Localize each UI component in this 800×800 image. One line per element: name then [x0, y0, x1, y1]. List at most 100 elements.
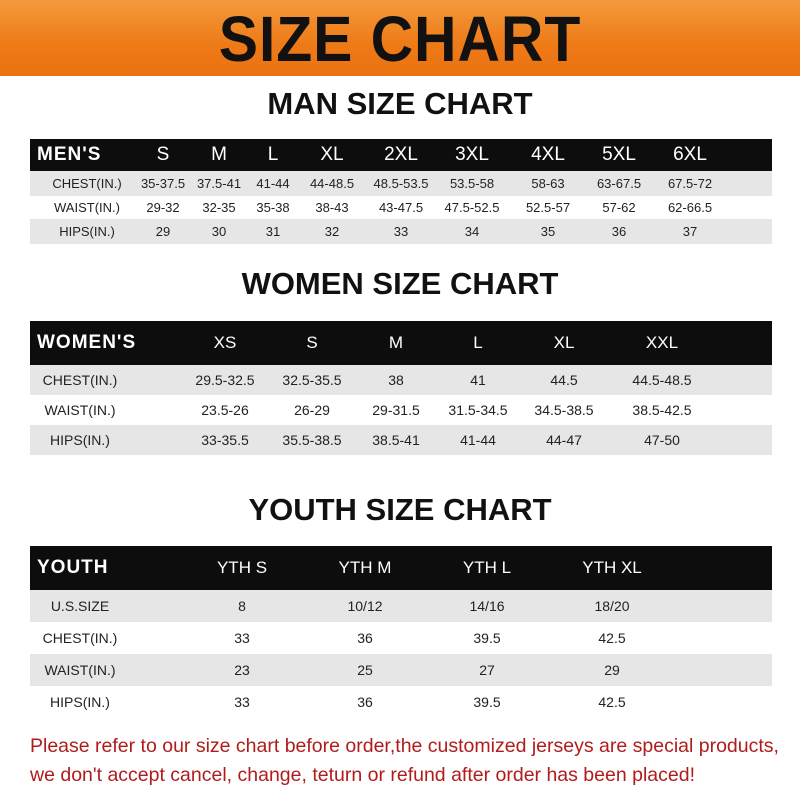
size-column-header: 4XL	[531, 144, 565, 165]
measurement-cell: 26-29	[294, 402, 330, 418]
measurement-cell: 63-67.5	[596, 176, 642, 191]
row-label: HIPS(IN.)	[50, 694, 110, 710]
measurement-cell: 48.5-53.5	[373, 176, 429, 191]
measurement-cell: 38.5-41	[372, 432, 420, 448]
size-column-header: L	[473, 333, 483, 352]
row-label: HIPS(IN.)	[59, 224, 115, 239]
size-column-header: M	[388, 333, 404, 352]
table-header-label: MEN'S	[37, 144, 102, 165]
measurement-cell: 37	[682, 224, 698, 239]
measurement-cell: 41-44	[256, 176, 290, 191]
row-label: WAIST(IN.)	[54, 200, 120, 215]
men-size-table: MEN'S S M L XL 2XL 3XL 4XL 5XL 6XL CHEST(IN.) 35-37…	[30, 139, 772, 244]
measurement-cell: 39.5	[473, 694, 501, 710]
men-section-title: MAN SIZE CHART	[267, 86, 533, 121]
measurement-cell: 32	[324, 224, 340, 239]
measurement-cell: 36	[357, 630, 373, 646]
measurement-cell: 44-47	[546, 432, 582, 448]
youth-section-title: YOUTH SIZE CHART	[248, 492, 552, 527]
measurement-cell: 32-35	[202, 200, 236, 215]
measurement-cell: 67.5-72	[667, 176, 713, 191]
row-label: CHEST(IN.)	[52, 176, 122, 191]
measurement-cell: 27	[479, 662, 495, 678]
size-column-header: XL	[553, 333, 575, 352]
measurement-cell: 29-32	[146, 200, 180, 215]
table-row: HIPS(IN.) 29 30 31 32 33 34 35 36 37	[30, 219, 772, 244]
table-row: CHEST(IN.) 35-37.5 37.5-41 41-44 44-48.5 48.5…	[30, 171, 772, 196]
order-note-line-1: Please refer to our size chart before or…	[30, 735, 779, 757]
measurement-cell: 33	[234, 694, 250, 710]
size-chart-banner: SIZE CHART	[0, 0, 800, 76]
size-column-header: YTH XL	[582, 558, 642, 577]
row-label: WAIST(IN.)	[44, 402, 116, 418]
size-column-header: XL	[320, 144, 344, 165]
order-note-line-2: we don't accept cancel, change, teturn o…	[30, 764, 695, 786]
measurement-cell: 29	[155, 224, 171, 239]
size-column-header: YTH L	[462, 558, 512, 577]
measurement-cell: 34.5-38.5	[534, 402, 594, 418]
size-column-header: XS	[213, 333, 237, 352]
table-header-label: YOUTH	[37, 557, 109, 578]
women-section-title: WOMEN SIZE CHART	[241, 266, 559, 301]
table-row: CHEST(IN.) 33 36 39.5 42.5	[30, 622, 772, 654]
size-column-header: YTH M	[338, 558, 392, 577]
table-header-row: MEN'S S M L XL 2XL 3XL 4XL 5XL 6XL	[30, 139, 772, 171]
measurement-cell: 35	[540, 224, 556, 239]
measurement-cell: 41	[470, 372, 486, 388]
table-row: U.S.SIZE 8 10/12 14/16 18/20	[30, 590, 772, 622]
measurement-cell: 34	[464, 224, 480, 239]
size-column-header: 3XL	[455, 144, 489, 165]
table-row: CHEST(IN.) 29.5-32.5 32.5-35.5 38 41 44.5 44.5…	[30, 365, 772, 395]
measurement-cell: 39.5	[473, 630, 501, 646]
measurement-cell: 29.5-32.5	[195, 372, 255, 388]
size-column-header: YTH S	[216, 558, 268, 577]
measurement-cell: 44.5	[550, 372, 578, 388]
size-column-header: 2XL	[384, 144, 418, 165]
measurement-cell: 29	[604, 662, 620, 678]
banner-title: SIZE CHART	[218, 3, 582, 75]
size-column-header: S	[306, 333, 318, 352]
measurement-cell: 33-35.5	[201, 432, 249, 448]
youth-size-table: YOUTH YTH S YTH M YTH L YTH XL U.S.SIZE 8 10/12…	[30, 546, 772, 718]
row-label: CHEST(IN.)	[42, 372, 118, 388]
row-label: WAIST(IN.)	[44, 662, 116, 678]
row-label: HIPS(IN.)	[50, 432, 110, 448]
measurement-cell: 57-62	[602, 200, 636, 215]
measurement-cell: 38.5-42.5	[632, 402, 692, 418]
table-row: WAIST(IN.) 29-32 32-35 35-38 38-43 43-47.5 47.…	[30, 196, 772, 219]
size-column-header: 5XL	[602, 144, 636, 165]
measurement-cell: 14/16	[469, 598, 505, 614]
measurement-cell: 35-37.5	[140, 176, 186, 191]
size-column-header: L	[267, 144, 279, 165]
measurement-cell: 44.5-48.5	[632, 372, 692, 388]
table-header-label: WOMEN'S	[37, 332, 137, 353]
row-label: CHEST(IN.)	[42, 630, 118, 646]
measurement-cell: 37.5-41	[196, 176, 242, 191]
measurement-cell: 18/20	[594, 598, 630, 614]
measurement-cell: 10/12	[347, 598, 383, 614]
measurement-cell: 47-50	[644, 432, 680, 448]
size-column-header: 6XL	[673, 144, 707, 165]
measurement-cell: 23	[234, 662, 250, 678]
measurement-cell: 33	[234, 630, 250, 646]
measurement-cell: 8	[238, 598, 246, 614]
measurement-cell: 29-31.5	[372, 402, 420, 418]
measurement-cell: 53.5-58	[449, 176, 495, 191]
measurement-cell: 31	[265, 224, 281, 239]
measurement-cell: 38-43	[315, 200, 349, 215]
measurement-cell: 31.5-34.5	[448, 402, 508, 418]
size-column-header: S	[156, 144, 170, 165]
measurement-cell: 38	[388, 372, 404, 388]
measurement-cell: 32.5-35.5	[282, 372, 342, 388]
measurement-cell: 36	[611, 224, 627, 239]
measurement-cell: 41-44	[460, 432, 496, 448]
size-column-header: XXL	[645, 333, 679, 352]
row-label: U.S.SIZE	[50, 598, 110, 614]
measurement-cell: 62-66.5	[667, 200, 713, 215]
table-row: WAIST(IN.) 23 25 27 29	[30, 654, 772, 686]
table-row: WAIST(IN.) 23.5-26 26-29 29-31.5 31.5-34.5 34…	[30, 395, 772, 425]
measurement-cell: 35-38	[256, 200, 290, 215]
measurement-cell: 36	[357, 694, 373, 710]
measurement-cell: 47.5-52.5	[444, 200, 500, 215]
table-row: HIPS(IN.) 33 36 39.5 42.5	[30, 686, 772, 718]
